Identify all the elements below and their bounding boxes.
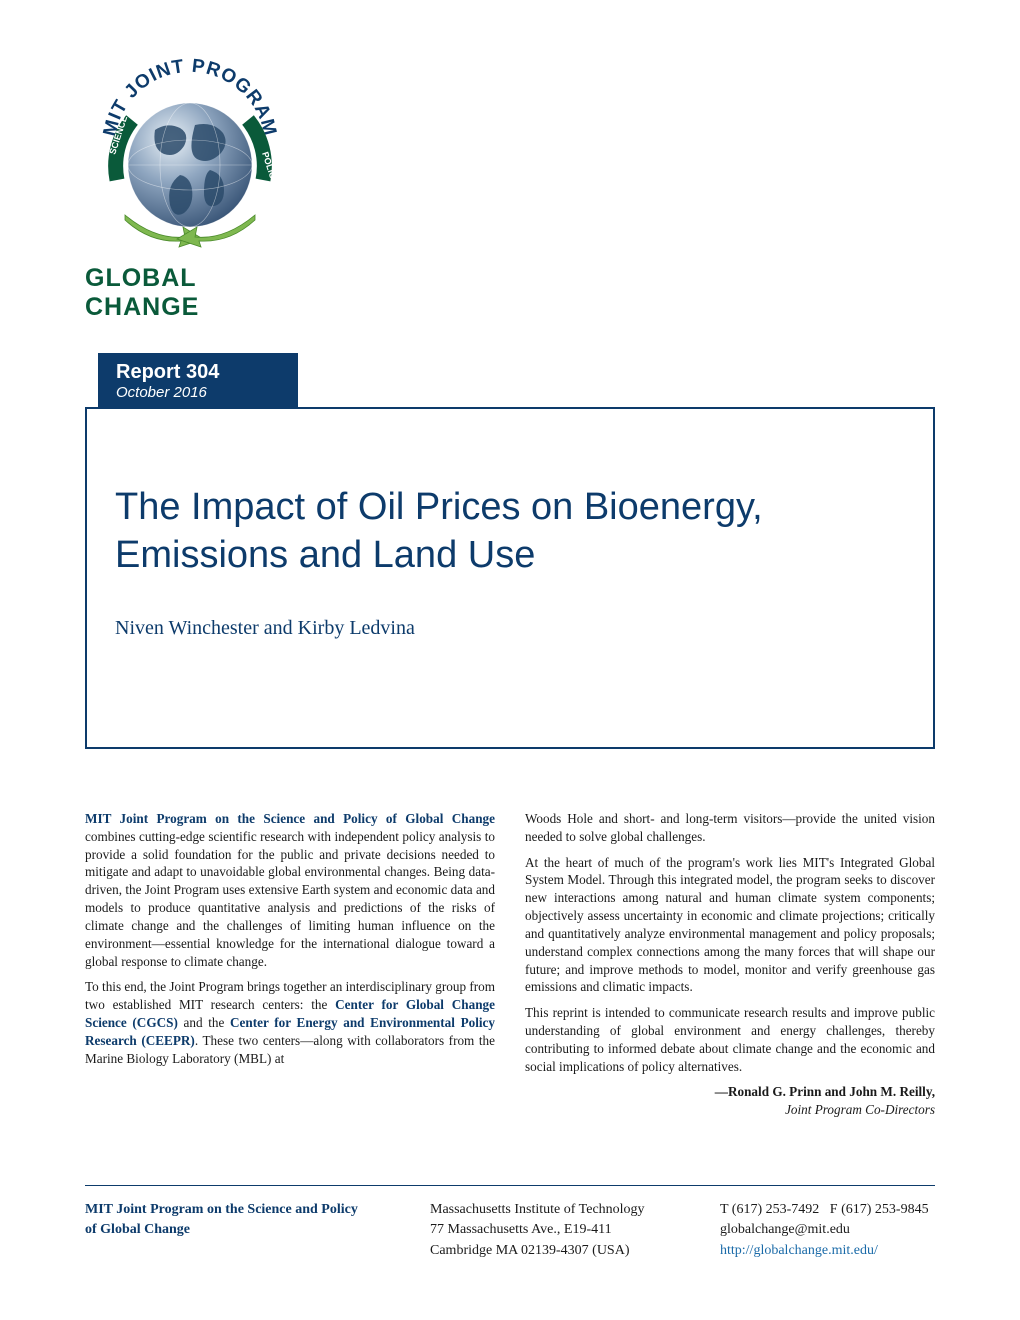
- report-label-box: Report 304 October 2016: [98, 353, 298, 407]
- body-col-left: MIT Joint Program on the Science and Pol…: [85, 810, 495, 1119]
- body-col-right: Woods Hole and short- and long-term visi…: [525, 810, 935, 1119]
- signoff-role: Joint Program Co-Directors: [785, 1102, 935, 1117]
- p1-rest: combines cutting-edge scientific researc…: [85, 829, 495, 969]
- authors: Niven Winchester and Kirby Ledvina: [115, 617, 905, 640]
- body-p5: This reprint is intended to communicate …: [525, 1004, 935, 1075]
- globe-logo-svg: MIT JOINT PROGRAM SCIENCE POLICY: [85, 55, 295, 265]
- report-date: October 2016: [116, 384, 280, 401]
- lead-bold: MIT Joint Program on the Science and Pol…: [85, 811, 495, 826]
- signoff-names: —Ronald G. Prinn and John M. Reilly,: [715, 1084, 935, 1099]
- footer-address: Massachusetts Institute of Technology 77…: [430, 1200, 720, 1261]
- program-logo: MIT JOINT PROGRAM SCIENCE POLICY GLOBAL …: [85, 55, 295, 322]
- paper-title: The Impact of Oil Prices on Bioenergy, E…: [115, 484, 905, 579]
- title-line1: The Impact of Oil Prices on Bioenergy,: [115, 486, 763, 528]
- report-number: Report 304: [116, 361, 280, 384]
- body-p4: At the heart of much of the program's wo…: [525, 854, 935, 997]
- logo-text: GLOBAL CHANGE: [85, 264, 295, 322]
- footer-url[interactable]: http://globalchange.mit.edu/: [720, 1243, 878, 1258]
- footer: MIT Joint Program on the Science and Pol…: [85, 1200, 935, 1261]
- title-box: The Impact of Oil Prices on Bioenergy, E…: [85, 407, 935, 749]
- body-columns: MIT Joint Program on the Science and Pol…: [85, 810, 935, 1119]
- body-p3: Woods Hole and short- and long-term visi…: [525, 810, 935, 846]
- body-p1: MIT Joint Program on the Science and Pol…: [85, 810, 495, 970]
- footer-rule: [85, 1185, 935, 1186]
- footer-contact: T (617) 253-7492 F (617) 253-9845 global…: [720, 1200, 935, 1261]
- body-p2: To this end, the Joint Program brings to…: [85, 978, 495, 1067]
- title-line2: Emissions and Land Use: [115, 534, 535, 576]
- footer-org: MIT Joint Program on the Science and Pol…: [85, 1200, 430, 1261]
- signoff: —Ronald G. Prinn and John M. Reilly, Joi…: [525, 1083, 935, 1119]
